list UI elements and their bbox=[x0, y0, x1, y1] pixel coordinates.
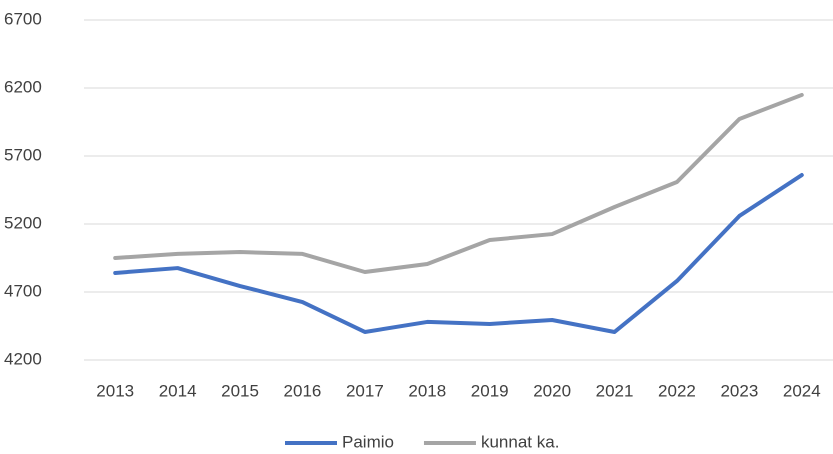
series-line bbox=[113, 173, 804, 334]
x-tick-label: 2013 bbox=[96, 381, 134, 400]
x-tick-label: 2021 bbox=[596, 381, 634, 400]
y-tick-label: 5200 bbox=[4, 213, 42, 232]
y-tick-label: 4200 bbox=[4, 349, 42, 368]
x-tick-label: 2024 bbox=[783, 381, 821, 400]
x-tick-label: 2020 bbox=[533, 381, 571, 400]
x-tick-label: 2015 bbox=[221, 381, 259, 400]
y-tick-label: 4700 bbox=[4, 281, 42, 300]
y-tick-label: 6700 bbox=[4, 9, 42, 28]
x-tick-label: 2014 bbox=[159, 381, 197, 400]
y-tick-label: 6200 bbox=[4, 77, 42, 96]
x-tick-label: 2022 bbox=[658, 381, 696, 400]
legend-label: Paimio bbox=[342, 432, 394, 451]
y-tick-label: 5700 bbox=[4, 145, 42, 164]
x-tick-label: 2018 bbox=[408, 381, 446, 400]
legend-label: kunnat ka. bbox=[481, 432, 559, 451]
x-tick-label: 2023 bbox=[720, 381, 758, 400]
x-tick-label: 2016 bbox=[284, 381, 322, 400]
x-tick-label: 2019 bbox=[471, 381, 509, 400]
x-tick-label: 2017 bbox=[346, 381, 384, 400]
series-line bbox=[113, 92, 804, 275]
